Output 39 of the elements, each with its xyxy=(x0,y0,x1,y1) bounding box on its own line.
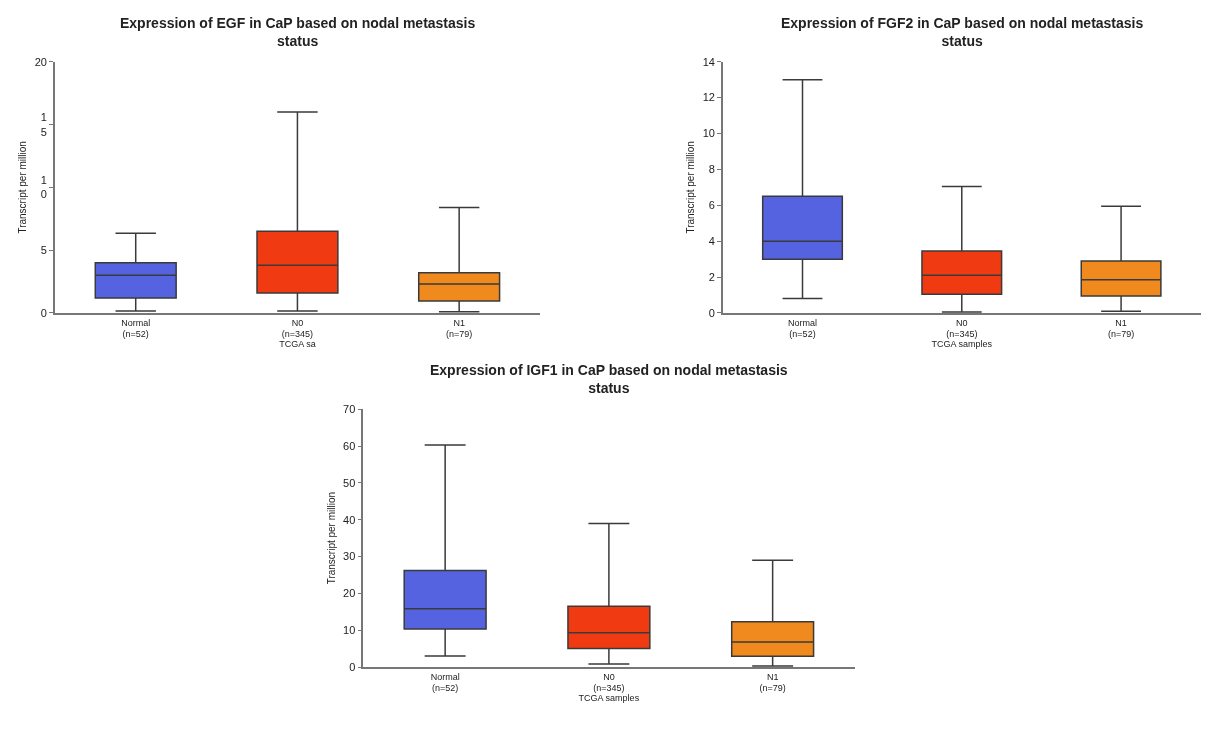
x-tick-label: Normal (n=52) xyxy=(788,317,818,340)
chart-title: Expression of FGF2 in CaP based on nodal metastasis status xyxy=(781,15,1144,50)
y-tick-label: 0 xyxy=(708,306,715,319)
chart-title: Expression of EGF in CaP based on nodal metastasis status xyxy=(120,15,476,50)
y-tick-label: 5 xyxy=(40,244,47,257)
x-tick-label: N1 (n=79) xyxy=(759,671,786,694)
y-tick-label: 0 xyxy=(40,306,47,319)
x-tick-label: N0 (n=345) xyxy=(281,317,314,340)
y-tick-label: 30 xyxy=(343,550,356,563)
y-tick-label: 14 xyxy=(702,55,715,68)
y-tick-label: 20 xyxy=(343,587,356,600)
y-tick-label: 4 xyxy=(708,235,715,248)
y-tick-label: 10 xyxy=(343,624,356,637)
y-tick-label: 40 xyxy=(343,513,356,526)
y-tick-label: 6 xyxy=(708,199,715,212)
y-axis-title: Transcript per million xyxy=(17,141,29,234)
y-tick-label: 0 xyxy=(349,660,356,673)
x-tick-label: N1 (n=79) xyxy=(446,317,473,340)
y-axis-title: Transcript per million xyxy=(685,141,697,234)
y-tick-label: 50 xyxy=(343,476,356,489)
x-tick-label: N0 (n=345) xyxy=(946,317,978,340)
y-tick-label: 10 xyxy=(702,127,715,140)
y-tick-label: 70 xyxy=(343,403,356,416)
y-tick-label: 20 xyxy=(34,55,47,68)
y-tick-label: 1 0 xyxy=(40,174,47,201)
y-tick-label: 60 xyxy=(343,439,356,452)
x-tick-label: N1 (n=79) xyxy=(1107,317,1135,340)
y-tick-label: 8 xyxy=(708,163,715,176)
y-tick-label: 12 xyxy=(702,91,715,104)
y-tick-label: 1 5 xyxy=(40,111,47,138)
y-tick-label: 2 xyxy=(708,270,715,283)
x-axis-title: TCGA samples xyxy=(931,339,993,350)
x-tick-label: Normal (n=52) xyxy=(121,317,151,340)
x-tick-label: Normal (n=52) xyxy=(430,671,460,694)
y-axis-title: Transcript per million xyxy=(325,491,337,585)
x-axis-title: TCGA sa xyxy=(279,339,316,350)
x-tick-label: N0 (n=345) xyxy=(593,671,625,694)
chart-title: Expression of IGF1 in CaP based on nodal metastasis status xyxy=(430,362,788,397)
x-axis-title: TCGA samples xyxy=(578,693,640,704)
